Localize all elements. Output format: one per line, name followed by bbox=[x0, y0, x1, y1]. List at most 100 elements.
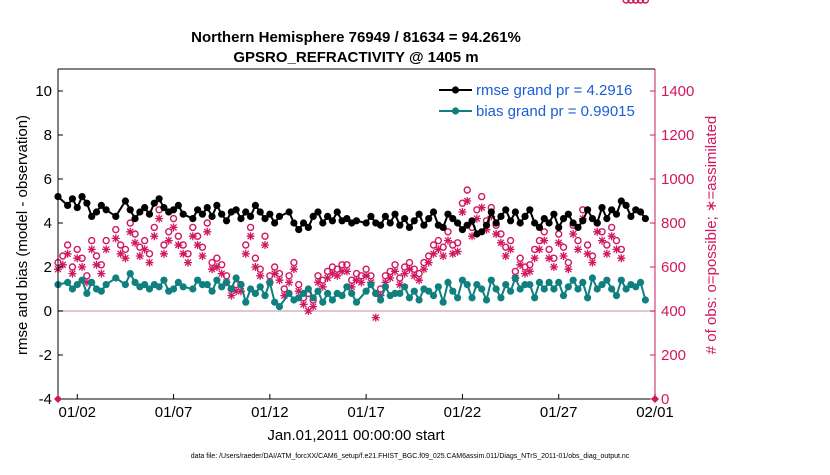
obs-possible-point bbox=[270, 263, 279, 271]
bias-point bbox=[603, 276, 611, 284]
bias-point bbox=[593, 285, 601, 293]
rmse-point bbox=[463, 221, 471, 229]
rmse-point bbox=[516, 219, 524, 227]
bias-point bbox=[285, 289, 293, 297]
obs-possible-point bbox=[251, 254, 260, 262]
obs-possible-point bbox=[160, 241, 168, 249]
obs-possible-point bbox=[545, 245, 553, 254]
obs-assimilated-point bbox=[468, 232, 477, 241]
obs-possible-point bbox=[636, 0, 645, 4]
obs-assimilated-point bbox=[92, 260, 101, 269]
rmse-point bbox=[242, 208, 250, 216]
rmse-point bbox=[189, 215, 197, 223]
obs-assimilated-point bbox=[304, 307, 313, 315]
rmse-point bbox=[198, 210, 207, 218]
bias-point bbox=[511, 274, 519, 282]
bias-point bbox=[535, 278, 544, 286]
obs-possible-point bbox=[429, 241, 438, 249]
rmse-point bbox=[396, 221, 404, 229]
x-tick-label: 01/22 bbox=[444, 404, 482, 421]
rmse-point bbox=[405, 223, 414, 231]
rmse-point bbox=[121, 197, 130, 205]
rmse-point bbox=[559, 215, 568, 223]
obs-possible-point bbox=[145, 250, 154, 258]
rmse-point bbox=[511, 208, 519, 216]
obs-assimilated-point bbox=[607, 232, 616, 241]
rmse-point bbox=[155, 195, 163, 203]
bias-point bbox=[338, 292, 346, 300]
y-tick-label-left: 6 bbox=[44, 171, 52, 188]
rmse-point bbox=[203, 204, 211, 212]
bias-point bbox=[608, 285, 616, 293]
obs-possible-point bbox=[189, 223, 197, 232]
bias-point bbox=[579, 278, 587, 286]
rmse-point bbox=[545, 219, 553, 227]
y-tick-label-right: 800 bbox=[661, 215, 686, 232]
bias-point bbox=[506, 287, 515, 295]
rmse-point bbox=[126, 206, 134, 214]
rmse-point bbox=[222, 217, 231, 225]
y-tick-label-left: 2 bbox=[44, 259, 52, 276]
bias-point bbox=[502, 281, 510, 289]
obs-assimilated-point bbox=[236, 287, 245, 296]
rmse-point bbox=[179, 210, 187, 218]
obs-possible-point bbox=[564, 258, 573, 267]
y-tick-label-left: 0 bbox=[44, 303, 52, 320]
obs-possible-point bbox=[121, 245, 130, 254]
bias-point bbox=[401, 283, 409, 291]
obs-possible-point bbox=[405, 258, 414, 267]
bias-point bbox=[545, 278, 553, 286]
bias-point bbox=[251, 289, 259, 297]
rmse-point bbox=[261, 215, 269, 223]
bias-point bbox=[454, 294, 462, 302]
rmse-point bbox=[256, 208, 264, 216]
bias-point bbox=[531, 294, 539, 302]
bias-point bbox=[102, 281, 110, 289]
obs-assimilated-point bbox=[443, 236, 452, 245]
bias-point bbox=[444, 278, 452, 286]
obs-possible-point bbox=[165, 228, 173, 236]
legend: rmse grand pr = 4.2916 bias grand pr = 0.… bbox=[439, 82, 635, 120]
bias-point bbox=[213, 276, 221, 284]
obs-assimilated-point bbox=[164, 236, 173, 245]
obs-assimilated-point bbox=[573, 245, 582, 254]
rmse-point bbox=[299, 219, 308, 227]
rmse-point bbox=[246, 212, 255, 220]
obs-possible-point bbox=[290, 258, 298, 267]
rmse-point bbox=[420, 221, 428, 229]
rmse-point bbox=[583, 206, 592, 214]
obs-assimilated-point bbox=[376, 291, 385, 300]
bias-point bbox=[458, 276, 467, 284]
obs-possible-point bbox=[92, 252, 101, 260]
bias-point bbox=[396, 289, 404, 297]
bias-point bbox=[487, 276, 495, 284]
obs-assimilated-point bbox=[203, 227, 212, 236]
obs-possible-point bbox=[516, 254, 524, 262]
bias-point bbox=[275, 303, 284, 311]
obs-assimilated-point bbox=[145, 258, 154, 267]
rmse-point bbox=[487, 208, 495, 216]
y-tick-label-right: 0 bbox=[661, 391, 669, 408]
obs-assimilated-point bbox=[198, 252, 207, 260]
obs-assimilated-point bbox=[347, 282, 356, 291]
obs-assimilated-point bbox=[419, 265, 428, 274]
obs-possible-point bbox=[463, 186, 471, 194]
rmse-point bbox=[401, 215, 409, 223]
obs-assimilated-point bbox=[564, 265, 573, 274]
bias-point bbox=[203, 281, 211, 289]
bias-point bbox=[208, 287, 216, 295]
rmse-point bbox=[237, 215, 245, 223]
rmse-point bbox=[92, 208, 101, 216]
obs-possible-point bbox=[612, 236, 621, 245]
x-tick-label: 01/12 bbox=[251, 404, 289, 421]
bias-point bbox=[550, 285, 558, 293]
data-file-footnote: data file: /Users/raeder/DAI/ATM_forcXX/… bbox=[191, 453, 630, 460]
obs-assimilated-point bbox=[280, 291, 289, 300]
obs-assimilated-point bbox=[232, 287, 241, 296]
rmse-point bbox=[564, 210, 572, 218]
bias-point bbox=[73, 281, 81, 289]
obs-assimilated-point bbox=[448, 249, 457, 258]
obs-assimilated-point bbox=[612, 245, 621, 254]
rmse-point bbox=[482, 221, 491, 229]
